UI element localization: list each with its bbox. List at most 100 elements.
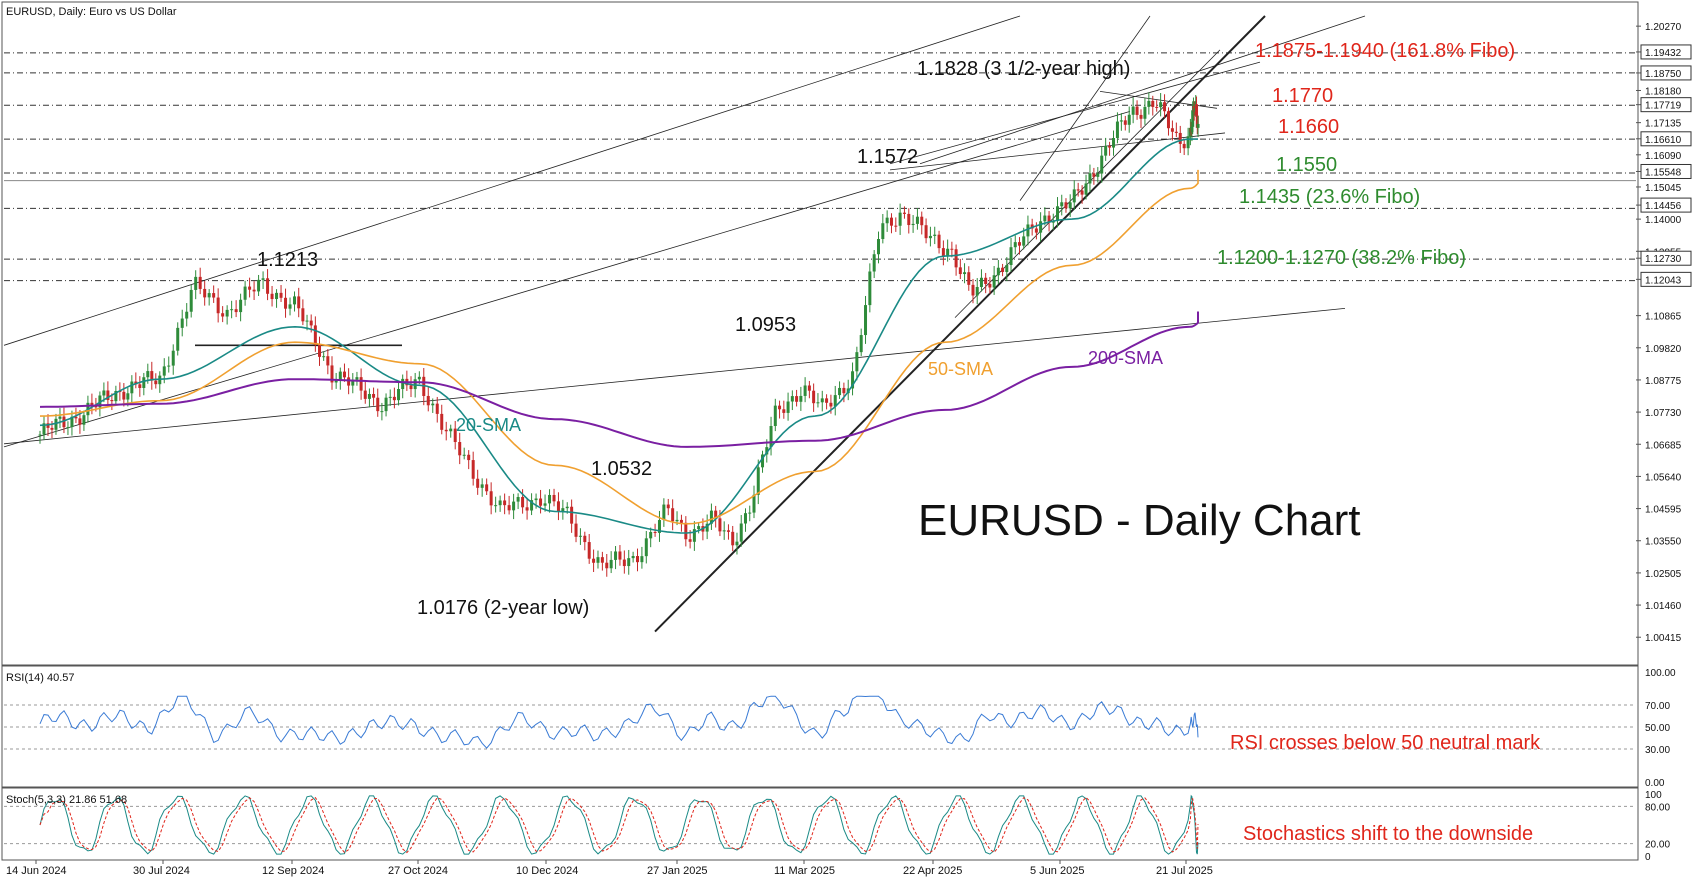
- candle-down: [1195, 115, 1199, 128]
- candle-down: [671, 508, 675, 522]
- candle-down: [556, 501, 560, 512]
- candle-up: [752, 494, 756, 513]
- candle-down: [279, 292, 283, 298]
- trend-line: [3, 307, 1346, 445]
- candle-up: [261, 278, 265, 280]
- price-tick-highlight: [1640, 97, 1692, 113]
- candle-down: [1034, 228, 1038, 233]
- candle-down: [318, 345, 322, 357]
- price-tick-label: 1.05640: [1645, 472, 1682, 483]
- candle-up: [928, 235, 932, 239]
- price-tick-label: 1.08775: [1645, 376, 1682, 387]
- time-tick-label: 10 Dec 2024: [516, 865, 578, 877]
- candle-up: [1096, 173, 1100, 177]
- sma20-label: 20-SMA: [456, 415, 521, 435]
- price-tick-label: 1.15548: [1645, 167, 1682, 178]
- stoch-header: Stoch(5,3,3) 21.86 51.68: [6, 794, 127, 806]
- candle-up: [881, 223, 885, 240]
- candle-down: [967, 272, 971, 285]
- candle-up: [1005, 265, 1009, 272]
- rsi-indicator: 100.00 70.00 50.00 30.00 0.00: [4, 668, 1676, 789]
- candle-up: [82, 415, 86, 425]
- candle-down: [1080, 190, 1084, 195]
- candle-up: [975, 287, 979, 296]
- candle-up: [401, 378, 405, 390]
- candle-down: [444, 429, 448, 432]
- candle-down: [622, 559, 626, 567]
- time-tick-label: 21 Jul 2025: [1156, 865, 1213, 877]
- candle-up: [417, 376, 421, 380]
- candle-up: [1127, 114, 1131, 125]
- annotation-1828: 1.1828 (3 1/2-year high): [917, 58, 1130, 80]
- candle-up: [516, 497, 520, 502]
- candle-up: [1022, 236, 1026, 246]
- candle-up: [239, 299, 243, 313]
- candle-down: [902, 212, 906, 214]
- candle-up: [305, 320, 309, 322]
- candle-down: [552, 494, 556, 502]
- candle-up: [851, 371, 855, 389]
- price-tick-label: 1.02505: [1645, 569, 1682, 580]
- candle-up: [462, 454, 466, 456]
- candle-up: [1159, 102, 1163, 108]
- candle-down: [440, 413, 444, 430]
- candle-up: [42, 423, 46, 435]
- candle-up: [739, 523, 743, 542]
- time-tick-label: 22 Apr 2025: [903, 865, 962, 877]
- candle-down: [270, 293, 274, 300]
- candle-down: [941, 248, 945, 257]
- candle-down: [726, 530, 730, 532]
- candle-down: [248, 286, 252, 290]
- price-axis: 1.20270 1.19432 1.18750 1.18180 1.17719 1.171…: [1636, 22, 1692, 644]
- candle-down: [653, 532, 657, 534]
- candle-up: [367, 393, 371, 399]
- price-tick-highlight: [1640, 250, 1692, 266]
- time-tick-label: 11 Mar 2025: [774, 865, 835, 877]
- candle-down: [458, 442, 462, 456]
- chart-title: EURUSD - Daily Chart: [918, 496, 1361, 545]
- time-tick-label: 30 Jul 2024: [133, 865, 190, 877]
- candle-down: [301, 308, 305, 322]
- candle-up: [102, 390, 106, 396]
- annotation-0953: 1.0953: [735, 314, 796, 336]
- price-tick-highlight: [1640, 271, 1692, 287]
- candle-up: [885, 217, 889, 224]
- candle-up: [498, 500, 502, 506]
- rsi-tick-label: 70.00: [1645, 701, 1670, 712]
- trend-lines: [3, 15, 1366, 633]
- candle-down: [1076, 189, 1080, 191]
- candle-down: [587, 542, 591, 559]
- stoch-panel-frame: [1, 787, 1639, 861]
- candle-down: [583, 535, 587, 543]
- reference-lines: [4, 52, 1636, 282]
- chart-header: EURUSD, Daily: Euro vs US Dollar: [6, 6, 177, 18]
- candle-down: [636, 556, 640, 563]
- candle-up: [876, 239, 880, 255]
- time-axis: 14 Jun 2024 30 Jul 2024 12 Sep 2024 27 Oct …: [6, 860, 1213, 877]
- candle-up: [534, 498, 538, 501]
- candle-down: [570, 506, 574, 524]
- price-tick-label: 1.06685: [1645, 440, 1682, 451]
- candle-up: [743, 513, 747, 524]
- candle-up: [257, 279, 261, 292]
- candle-up: [180, 318, 184, 328]
- trend-line: [889, 61, 1261, 165]
- candle-down: [1174, 131, 1178, 133]
- candle-down: [453, 428, 457, 443]
- candle-down: [521, 497, 525, 508]
- annotation-0532: 1.0532: [591, 458, 652, 480]
- trend-line: [654, 15, 1266, 633]
- stoch-tick-label: 0: [1645, 852, 1651, 863]
- candle-up: [799, 395, 803, 402]
- annotation-0176: 1.0176 (2-year low): [417, 597, 589, 619]
- candle-up: [66, 427, 70, 429]
- candle-up: [1191, 110, 1195, 127]
- level-label-1550: 1.1550: [1276, 154, 1337, 176]
- candle-up: [413, 379, 417, 390]
- candle-down: [212, 293, 216, 298]
- candle-up: [911, 223, 915, 226]
- candle-up: [640, 556, 644, 563]
- price-tick-label: 1.18750: [1645, 69, 1682, 80]
- candle-down: [372, 393, 376, 398]
